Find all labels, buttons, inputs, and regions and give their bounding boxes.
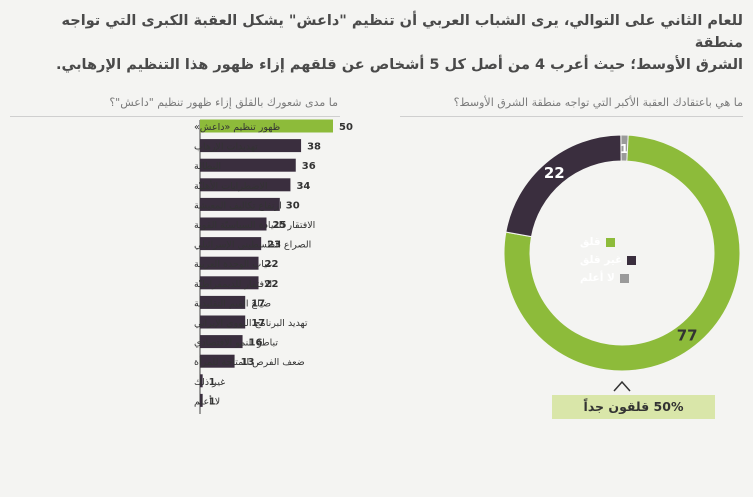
legend-swatch-not-concerned xyxy=(627,255,637,265)
bar-5 xyxy=(200,217,267,231)
legend-label-concerned: قلق xyxy=(580,236,601,248)
bar-category-label-0: ظهور تنظيم «داعش» xyxy=(194,122,280,133)
bar-10 xyxy=(200,315,246,329)
bar-value-label-7: 22 xyxy=(265,259,279,270)
legend-item-dont-know: لا أعلم xyxy=(580,269,636,287)
legend-label-not-concerned: غير قلق xyxy=(580,254,623,266)
donut-slice-0 xyxy=(503,134,741,372)
callout-chevron-icon xyxy=(613,380,631,392)
bar-value-label-0: 50 xyxy=(339,122,353,133)
bar-category-label-9: ضياع القيم التقليدية xyxy=(194,298,271,309)
bar-value-label-11: 16 xyxy=(249,338,263,349)
headline-line-2: الشرق الأوسط؛ حيث أعرب 4 من أصل كل 5 أشخ… xyxy=(55,57,743,73)
bar-value-label-12: 13 xyxy=(241,357,255,368)
bar-category-label-14: لا أعلم xyxy=(194,394,220,407)
legend-swatch-concerned xyxy=(605,237,615,247)
callout-very-concerned: 50% قلقون جداً xyxy=(552,395,715,419)
bar-category-label-4: ارتفاع تكاليف المعيشة xyxy=(194,200,282,211)
bar-category-label-5: الافتقار للقيادة السياسيّة القوية xyxy=(194,220,315,231)
donut-slice-1 xyxy=(505,134,622,238)
bar-category-label-11: تباطؤ النمو الاقتصادي xyxy=(194,338,278,349)
bar-value-label-2: 36 xyxy=(302,161,316,172)
bar-14 xyxy=(200,393,203,407)
bar-value-label-8: 22 xyxy=(265,279,279,290)
bar-category-label-2: البطالة xyxy=(194,161,221,172)
bar-3 xyxy=(200,178,291,192)
bar-category-label-7: غياب الوحدة العربية xyxy=(194,259,272,270)
legend-item-concerned: قلق xyxy=(580,233,636,251)
bar-6 xyxy=(200,237,262,251)
divider-right xyxy=(400,116,743,117)
bar-4 xyxy=(200,197,280,211)
donut-chart-title: ما مدى شعورك بالقلق إزاء ظهور تنظيم "داع… xyxy=(109,96,338,109)
bar-12 xyxy=(200,354,235,368)
bar-0 xyxy=(200,119,333,133)
donut-slice-label-0: 77 xyxy=(677,326,698,344)
bar-category-label-1: تهديدات الإرهاب xyxy=(194,142,258,153)
bar-category-label-3: الاضطرابات الأهليّة xyxy=(194,180,267,192)
legend-swatch-dont-know xyxy=(619,273,629,283)
donut-legend: قلق غير قلق لا أعلم xyxy=(580,233,637,287)
bar-value-label-13: 1 xyxy=(209,377,216,388)
bar-value-label-5: 25 xyxy=(273,220,287,231)
bar-category-label-10: تهديد البرنامج النووي الإيراني xyxy=(194,318,308,329)
bar-value-label-9: 17 xyxy=(251,298,265,309)
bar-11 xyxy=(200,335,243,349)
bar-value-label-1: 38 xyxy=(307,142,321,153)
bar-category-label-12: ضعف الفرص المتاحة للمرأة xyxy=(194,355,305,368)
divider-left xyxy=(10,116,340,117)
bar-value-label-6: 23 xyxy=(267,240,281,251)
bar-1 xyxy=(200,139,302,153)
bar-value-label-14: 1 xyxy=(209,396,216,407)
bar-value-label-4: 30 xyxy=(286,200,300,211)
bar-value-label-3: 34 xyxy=(296,181,310,192)
headline: للعام الثاني على التوالي، يرى الشباب الع… xyxy=(10,10,743,76)
bar-8 xyxy=(200,276,259,290)
bar-category-label-13: غير ذلك xyxy=(194,377,225,388)
donut-slice-label-2: 1 xyxy=(620,142,628,156)
bar-7 xyxy=(200,256,259,270)
donut-slice-label-1: 22 xyxy=(544,164,565,182)
bar-2 xyxy=(200,158,296,172)
bar-chart-title: ما هي باعتقادك العقبة الأكبر التي تواجه … xyxy=(453,96,743,109)
headline-line-1: للعام الثاني على التوالي، يرى الشباب الع… xyxy=(61,13,744,51)
bar-13 xyxy=(200,374,203,388)
bar-value-label-10: 17 xyxy=(251,318,265,329)
legend-label-dont-know: لا أعلم xyxy=(580,272,615,284)
bar-category-label-8: الافتقار للديمقراطيّة xyxy=(194,279,272,290)
legend-item-not-concerned: غير قلق xyxy=(580,251,637,269)
bar-category-label-6: الصراع الفلسطيني الإسرائيلي xyxy=(194,240,311,251)
bar-9 xyxy=(200,295,246,309)
